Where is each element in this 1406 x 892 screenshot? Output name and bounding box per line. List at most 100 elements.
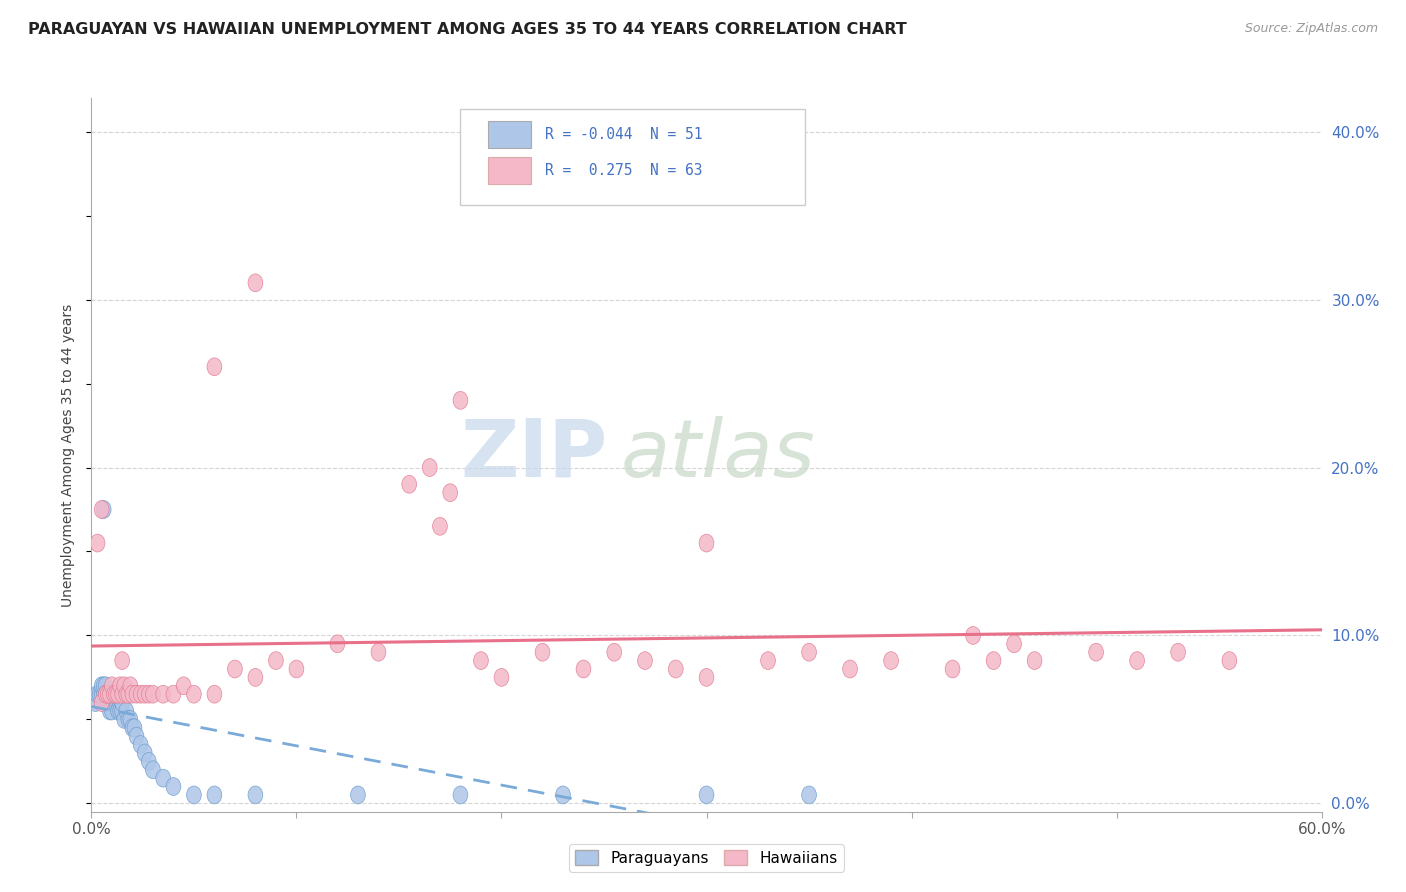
Ellipse shape: [142, 685, 156, 703]
Ellipse shape: [1222, 652, 1237, 670]
Ellipse shape: [104, 694, 120, 712]
Bar: [488, 121, 530, 148]
Ellipse shape: [699, 668, 714, 686]
Ellipse shape: [801, 643, 817, 661]
Ellipse shape: [112, 694, 128, 712]
Ellipse shape: [166, 685, 181, 703]
Ellipse shape: [247, 668, 263, 686]
Ellipse shape: [98, 685, 112, 703]
Ellipse shape: [98, 694, 112, 712]
Ellipse shape: [371, 643, 385, 661]
Ellipse shape: [112, 677, 128, 695]
Ellipse shape: [122, 710, 138, 728]
Ellipse shape: [127, 719, 142, 737]
Ellipse shape: [108, 685, 124, 703]
Ellipse shape: [100, 685, 115, 703]
Ellipse shape: [107, 694, 121, 712]
Ellipse shape: [176, 677, 191, 695]
Ellipse shape: [801, 786, 817, 804]
Text: R =  0.275  N = 63: R = 0.275 N = 63: [546, 162, 703, 178]
Ellipse shape: [104, 677, 120, 695]
Ellipse shape: [94, 685, 110, 703]
Ellipse shape: [94, 500, 110, 518]
Ellipse shape: [166, 778, 181, 796]
Ellipse shape: [103, 694, 117, 712]
Ellipse shape: [576, 660, 591, 678]
Ellipse shape: [269, 652, 283, 670]
Ellipse shape: [156, 769, 170, 787]
Ellipse shape: [96, 500, 111, 518]
Ellipse shape: [107, 685, 121, 703]
Text: atlas: atlas: [620, 416, 815, 494]
Y-axis label: Unemployment Among Ages 35 to 44 years: Unemployment Among Ages 35 to 44 years: [62, 303, 76, 607]
Ellipse shape: [945, 660, 960, 678]
Ellipse shape: [494, 668, 509, 686]
Ellipse shape: [443, 483, 457, 501]
Ellipse shape: [104, 702, 120, 720]
Ellipse shape: [290, 660, 304, 678]
Ellipse shape: [134, 685, 148, 703]
Ellipse shape: [121, 710, 135, 728]
Ellipse shape: [111, 702, 125, 720]
Ellipse shape: [96, 677, 111, 695]
Ellipse shape: [474, 652, 488, 670]
Ellipse shape: [117, 710, 132, 728]
Ellipse shape: [638, 652, 652, 670]
Text: PARAGUAYAN VS HAWAIIAN UNEMPLOYMENT AMONG AGES 35 TO 44 YEARS CORRELATION CHART: PARAGUAYAN VS HAWAIIAN UNEMPLOYMENT AMON…: [28, 22, 907, 37]
Ellipse shape: [111, 694, 125, 712]
Ellipse shape: [422, 458, 437, 476]
Ellipse shape: [350, 786, 366, 804]
Text: R = -0.044  N = 51: R = -0.044 N = 51: [546, 127, 703, 142]
Ellipse shape: [104, 685, 120, 703]
Ellipse shape: [555, 786, 571, 804]
Ellipse shape: [247, 786, 263, 804]
Ellipse shape: [129, 685, 143, 703]
Ellipse shape: [138, 685, 152, 703]
Ellipse shape: [112, 702, 128, 720]
Ellipse shape: [98, 677, 112, 695]
Ellipse shape: [138, 744, 152, 762]
Ellipse shape: [1028, 652, 1042, 670]
Ellipse shape: [966, 626, 980, 644]
Ellipse shape: [94, 694, 110, 712]
Ellipse shape: [103, 685, 117, 703]
Ellipse shape: [89, 694, 103, 712]
Ellipse shape: [207, 358, 222, 376]
Ellipse shape: [115, 694, 129, 712]
Ellipse shape: [146, 761, 160, 779]
Ellipse shape: [115, 652, 129, 670]
Ellipse shape: [100, 694, 115, 712]
Ellipse shape: [187, 786, 201, 804]
Ellipse shape: [134, 736, 148, 754]
Ellipse shape: [453, 392, 468, 409]
Ellipse shape: [986, 652, 1001, 670]
Ellipse shape: [142, 753, 156, 771]
Ellipse shape: [607, 643, 621, 661]
Ellipse shape: [117, 677, 132, 695]
Ellipse shape: [1130, 652, 1144, 670]
Ellipse shape: [330, 635, 344, 653]
Ellipse shape: [90, 685, 105, 703]
Ellipse shape: [103, 702, 117, 720]
Ellipse shape: [1171, 643, 1185, 661]
Ellipse shape: [98, 685, 112, 703]
Ellipse shape: [433, 517, 447, 535]
Ellipse shape: [668, 660, 683, 678]
Ellipse shape: [699, 786, 714, 804]
Ellipse shape: [247, 274, 263, 292]
Ellipse shape: [108, 685, 124, 703]
Legend: Paraguayans, Hawaiians: Paraguayans, Hawaiians: [569, 844, 844, 871]
Ellipse shape: [146, 685, 160, 703]
Text: ZIP: ZIP: [461, 416, 607, 494]
Ellipse shape: [125, 719, 139, 737]
Ellipse shape: [103, 685, 117, 703]
Ellipse shape: [1088, 643, 1104, 661]
Ellipse shape: [129, 727, 143, 745]
Ellipse shape: [761, 652, 776, 670]
Ellipse shape: [122, 677, 138, 695]
Ellipse shape: [93, 685, 107, 703]
Ellipse shape: [536, 643, 550, 661]
Ellipse shape: [100, 694, 115, 712]
Ellipse shape: [115, 685, 129, 703]
Ellipse shape: [1007, 635, 1021, 653]
